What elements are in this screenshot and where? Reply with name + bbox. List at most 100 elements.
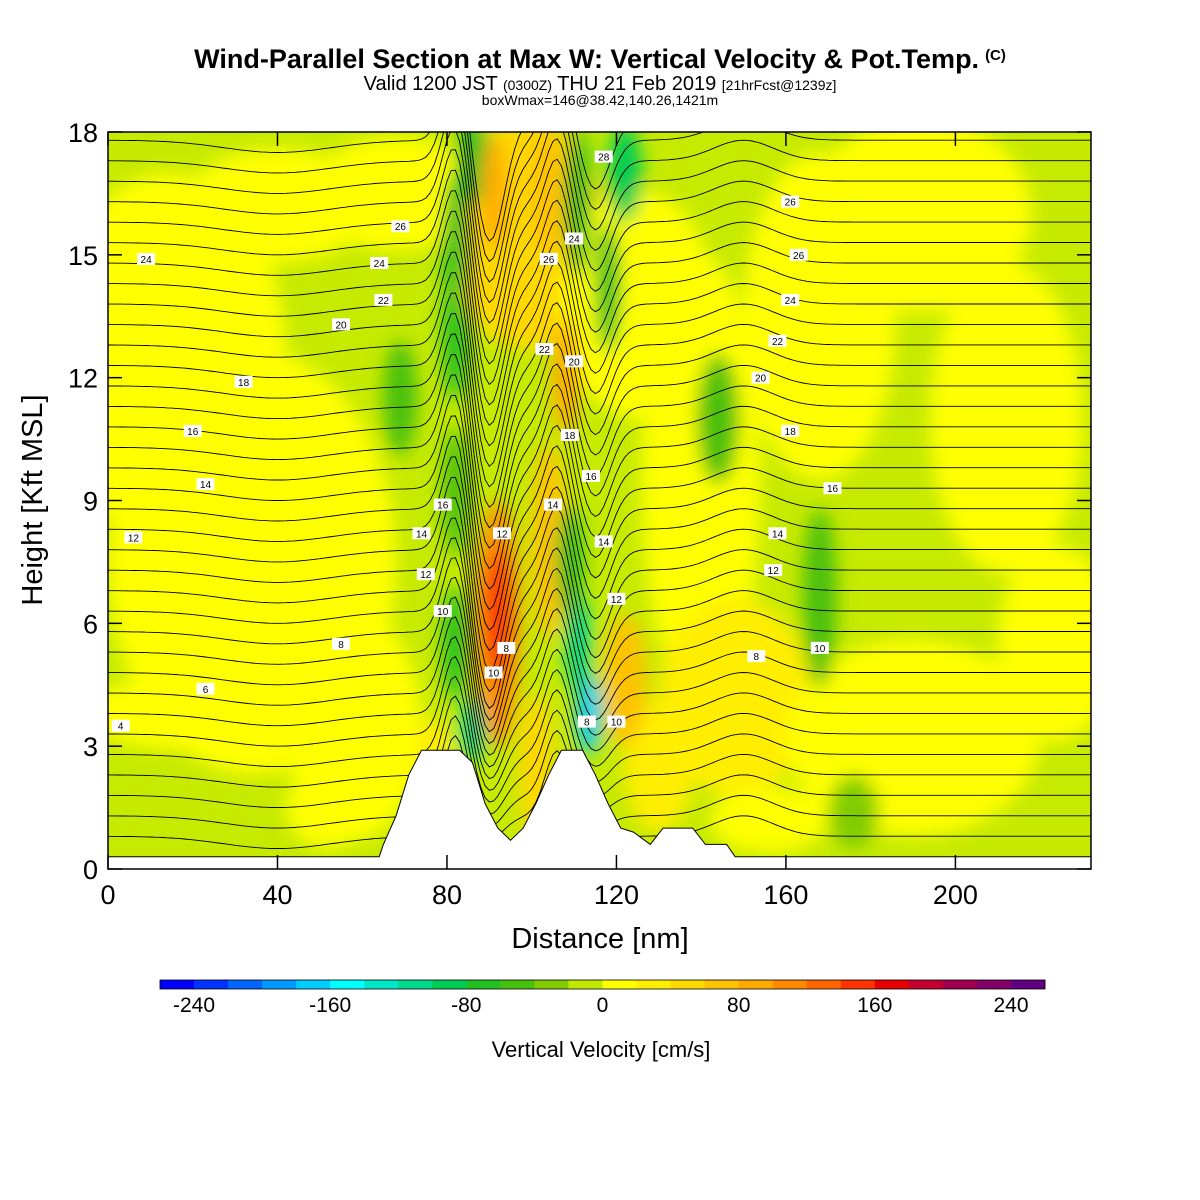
svg-text:4: 4 — [118, 722, 124, 733]
x-tick-label: 0 — [100, 880, 115, 910]
colorbar-swatch — [330, 980, 365, 989]
isentrope-line — [108, 415, 1091, 611]
y-tick-label: 9 — [83, 487, 98, 517]
colorbar-label: Vertical Velocity [cm/s] — [492, 1037, 711, 1062]
isentrope-line — [108, 675, 1091, 803]
svg-text:10: 10 — [437, 607, 449, 618]
copyright-mark: (C) — [985, 47, 1006, 64]
svg-text:14: 14 — [598, 537, 610, 548]
svg-text:6: 6 — [203, 685, 209, 696]
svg-text:24: 24 — [374, 259, 386, 270]
colorbar-swatch — [194, 980, 229, 989]
contour-label: 12 — [416, 568, 435, 581]
plot-area: 4 6 8 12 14 16 18 20 22 24 24 26 10 12 14 16 10 8 12 14 8 10 1… — [108, 132, 1091, 869]
y-tick-label: 6 — [83, 609, 98, 639]
contour-label: 4 — [111, 719, 130, 733]
contour-label: 14 — [594, 535, 613, 548]
chart-title: Wind-Parallel Section at Max W: Vertical… — [0, 44, 1200, 75]
svg-text:18: 18 — [785, 427, 797, 438]
colorbar-swatch — [364, 980, 399, 989]
svg-text:16: 16 — [187, 427, 199, 438]
contour-label: 18 — [234, 375, 253, 389]
valid-utc: (0300Z) — [502, 77, 553, 93]
contour-label: 10 — [810, 641, 829, 655]
x-tick-label: 160 — [763, 880, 808, 910]
colorbar-swatch — [432, 980, 467, 989]
colorbar-swatch — [772, 980, 808, 989]
isentrope-line — [108, 190, 1091, 386]
svg-text:16: 16 — [585, 472, 597, 483]
isentrope-line — [108, 132, 1091, 283]
contour-label: 12 — [124, 531, 143, 544]
isentrope-line — [108, 313, 1091, 508]
contour-label: 26 — [789, 248, 808, 262]
y-tick-label: 18 — [68, 118, 98, 148]
svg-text:20: 20 — [335, 320, 347, 331]
isentrope-line — [108, 394, 1091, 590]
svg-text:24: 24 — [141, 255, 153, 266]
contour-label: 20 — [565, 355, 584, 368]
svg-text:10: 10 — [611, 718, 623, 729]
x-tick-label: 80 — [432, 880, 462, 910]
isentrope-line — [108, 169, 1091, 365]
svg-text:18: 18 — [238, 378, 250, 389]
contour-label: 24 — [565, 232, 584, 246]
isentrope-line — [108, 456, 1091, 652]
isentrope-line — [108, 132, 1091, 304]
contour-label: 20 — [332, 318, 350, 331]
svg-text:28: 28 — [598, 153, 610, 164]
contour-label: 18 — [781, 424, 800, 438]
isentrope-line — [108, 616, 1091, 768]
colorbar-swatch — [160, 980, 195, 989]
isentrope-line — [108, 576, 1091, 745]
contour-label: 8 — [747, 650, 766, 663]
contour-label: 26 — [781, 195, 800, 209]
svg-text:12: 12 — [128, 533, 140, 544]
contour-label: 14 — [412, 527, 431, 540]
contour-label: 24 — [370, 257, 389, 270]
isentrope-line — [108, 517, 1091, 710]
svg-text:26: 26 — [543, 255, 555, 266]
svg-text:10: 10 — [488, 669, 500, 680]
forecast-info: [21hrFcst@1239z] — [721, 77, 837, 93]
valid-time-line: Valid 1200 JST (0300Z) THU 21 Feb 2019 [… — [0, 73, 1200, 96]
contour-label: 22 — [768, 334, 787, 348]
y-axis-label: Height [Kft MSL] — [17, 394, 49, 605]
contour-label: 26 — [539, 252, 558, 266]
svg-text:14: 14 — [547, 501, 559, 512]
isentrope-line — [108, 497, 1091, 693]
colorbar-swatch — [704, 980, 740, 989]
contour-label: 12 — [493, 527, 511, 540]
contour-label: 16 — [433, 498, 452, 512]
colorbar-swatch — [466, 980, 501, 989]
svg-text:8: 8 — [754, 652, 760, 663]
svg-text:26: 26 — [395, 222, 407, 233]
colorbar-tick-label: -240 — [173, 994, 215, 1017]
svg-text:24: 24 — [569, 235, 581, 246]
contour-label: 8 — [577, 715, 596, 729]
colorbar-swatch — [500, 980, 535, 989]
svg-text:22: 22 — [378, 296, 390, 307]
colorbar-swatch — [636, 980, 671, 989]
contour-label: 16 — [183, 424, 202, 438]
colorbar-swatch — [228, 980, 263, 989]
x-tick-label: 200 — [933, 880, 978, 910]
isentrope-line — [108, 231, 1091, 426]
contour-label: 20 — [751, 371, 770, 385]
contour-label: 10 — [484, 666, 503, 680]
colorbar-swatch — [840, 980, 876, 989]
isentrope-line — [108, 272, 1091, 468]
svg-text:20: 20 — [755, 374, 767, 385]
isentropes — [108, 132, 1091, 850]
isentrope-line — [108, 655, 1091, 791]
colorbar: -240 -160 -80 0 80 160 240 — [159, 979, 1046, 1017]
y-tick-label: 0 — [83, 855, 98, 885]
colorbar-swatch — [670, 980, 706, 989]
title-main: Wind-Parallel Section at Max W: Vertical… — [194, 44, 980, 74]
svg-text:14: 14 — [200, 480, 212, 491]
svg-text:20: 20 — [569, 357, 581, 368]
svg-text:8: 8 — [584, 718, 590, 729]
svg-text:12: 12 — [496, 529, 508, 540]
isentrope-line — [108, 596, 1091, 756]
